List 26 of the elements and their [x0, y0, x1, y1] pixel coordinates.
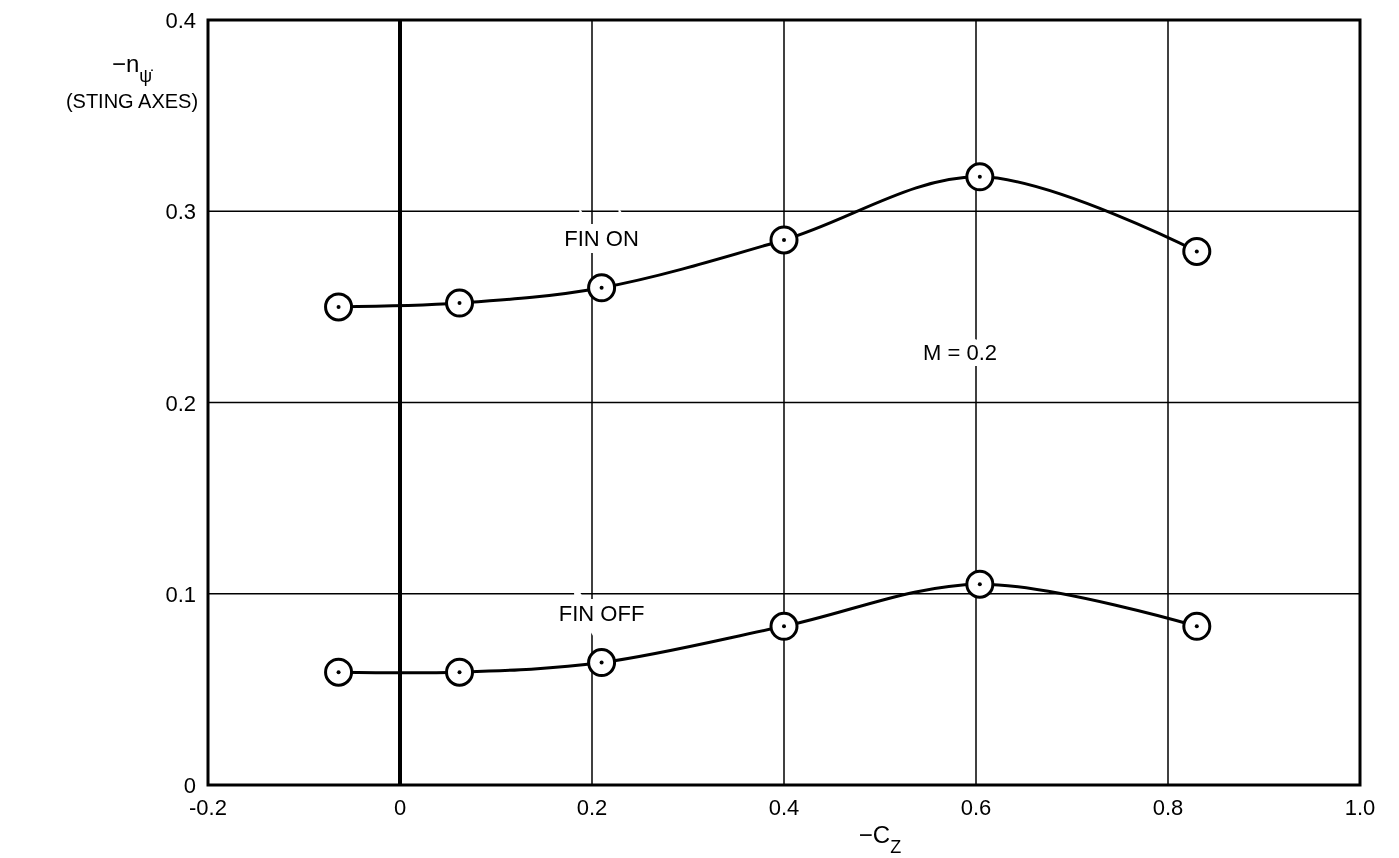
point	[445, 657, 475, 687]
x-tick-label: 0.8	[1152, 795, 1184, 820]
y-tick-label: 0	[183, 773, 196, 798]
x-tick-label: 0.4	[768, 795, 800, 820]
x-axis-title: −C$_{Z}$	[858, 821, 902, 857]
y-tick-label: 0.3	[165, 199, 196, 225]
x-tick-label: 0.2	[576, 795, 608, 820]
point	[965, 569, 995, 599]
point	[965, 162, 995, 192]
x-tick-label: 0	[393, 795, 407, 820]
point	[1182, 611, 1212, 641]
point	[769, 225, 799, 255]
x-tick-label: 1.0	[1344, 795, 1376, 820]
point	[445, 288, 475, 318]
point	[1182, 236, 1212, 266]
x-tick-label: -0.2	[189, 795, 227, 820]
y-tick-label: 0.2	[165, 390, 196, 416]
point	[324, 292, 354, 322]
y-tick-label: 0.1	[165, 581, 196, 607]
x-tick-label: 0.6	[960, 795, 992, 820]
point	[769, 611, 799, 641]
point	[587, 648, 617, 678]
point	[587, 273, 617, 303]
y-axis-title: −n$_{ψ̇}$ (STING AXES)	[65, 50, 199, 112]
y-tick-label: 0.4	[165, 8, 196, 33]
point	[324, 657, 354, 687]
